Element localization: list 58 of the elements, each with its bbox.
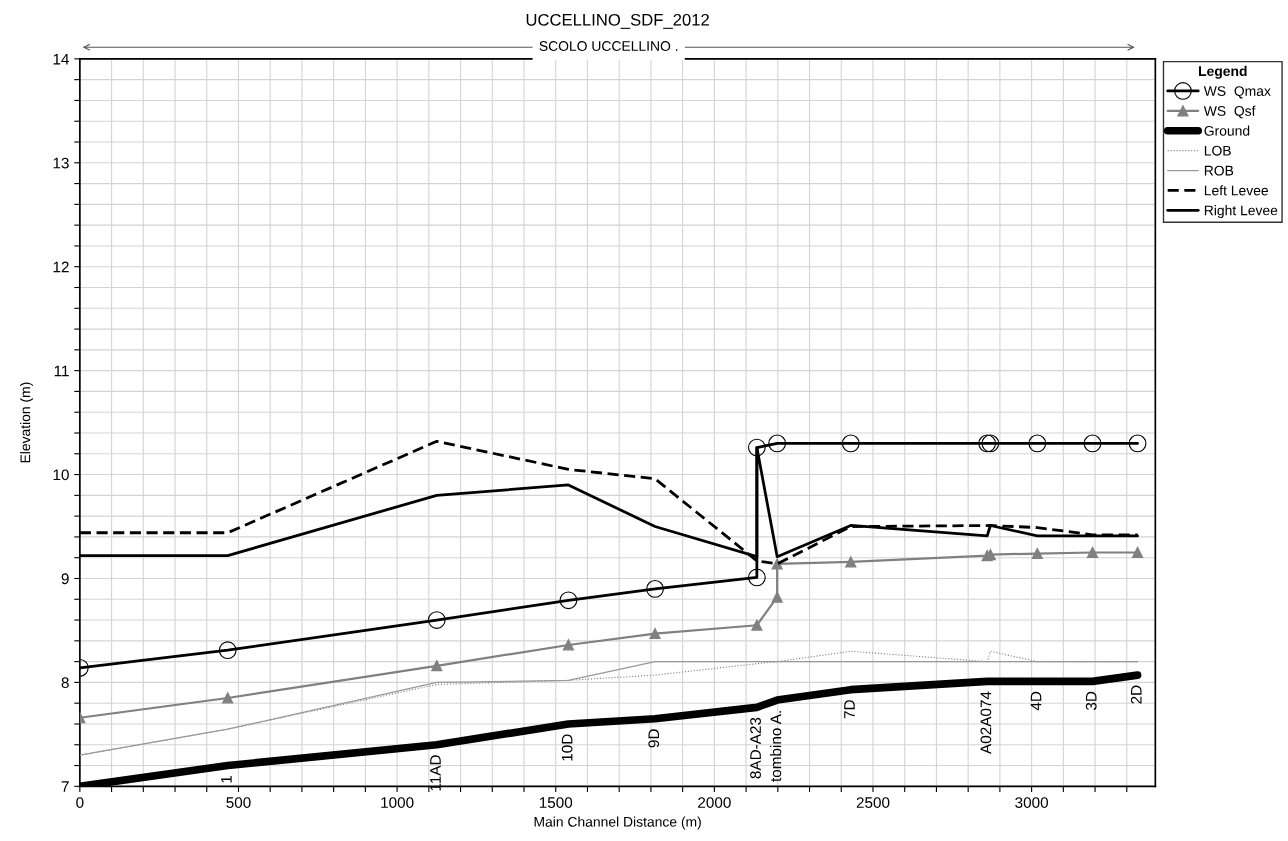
point: [1128, 434, 1147, 453]
y-tick-label: 14: [53, 53, 69, 65]
annotation: 3D: [1085, 691, 1097, 711]
annotation: tombino A.: [770, 711, 782, 782]
x-tick-label: 1000: [381, 797, 414, 808]
point: [768, 434, 787, 453]
legend-label: WS Qsf: [1203, 105, 1256, 119]
y-tick-label: 9: [61, 573, 69, 585]
legend-label: Right Levee: [1204, 205, 1278, 219]
point: [559, 591, 578, 610]
point: [562, 639, 574, 651]
point: [1083, 434, 1102, 453]
legend-label: WS Qmax: [1203, 86, 1271, 99]
annotation: 7D: [844, 700, 855, 719]
text: SCOLO UCCELLINO .: [539, 41, 678, 51]
point: [222, 692, 234, 704]
point: [431, 660, 443, 672]
point: [649, 628, 661, 640]
point: [747, 438, 766, 457]
annotation: 2D: [1130, 685, 1142, 704]
y-tick-label: 8: [61, 677, 69, 689]
annotation: 1: [221, 776, 232, 783]
chart-title: UCCELLINO_SDF_2012: [526, 13, 709, 29]
point: [751, 619, 763, 631]
point: [1086, 546, 1099, 559]
y-tick-label: 10: [53, 469, 69, 481]
x-tick-label: 3000: [1015, 797, 1049, 808]
legend-label: ROB: [1204, 165, 1234, 176]
point: [1132, 546, 1144, 559]
legend-label: Ground: [1204, 125, 1250, 136]
point: [1031, 547, 1043, 560]
x-axis-title: Main Channel Distance (m): [534, 816, 701, 830]
legend-label: Left Levee: [1204, 185, 1269, 196]
point: [747, 568, 766, 587]
y-tick-label: 7: [61, 781, 69, 792]
point: [218, 641, 237, 660]
y-tick-label: 12: [53, 261, 69, 273]
x-tick-label: 2500: [856, 797, 890, 808]
y-tick-label: 11: [54, 365, 69, 377]
point: [771, 591, 783, 603]
annotation: 10D: [561, 734, 573, 761]
point: [427, 611, 446, 629]
y-tick-label: 13: [53, 157, 69, 169]
point: [845, 556, 857, 568]
x-tick-label: 1500: [539, 797, 573, 808]
point: [646, 579, 664, 598]
x-tick-label: 0: [76, 797, 84, 808]
legend-label: LOB: [1204, 145, 1231, 156]
x-tick-label: 500: [226, 797, 251, 808]
annotation: A02A074: [980, 691, 992, 754]
annotation: 8AD-A23: [750, 717, 761, 779]
point: [1028, 434, 1047, 453]
annotation: 4D: [1030, 691, 1042, 711]
annotation: 9D: [648, 729, 660, 748]
x-tick-label: 2000: [698, 797, 731, 808]
legend-title: Legend: [1199, 65, 1247, 79]
point: [841, 434, 860, 453]
y-axis-title: Elevation (m): [20, 382, 33, 463]
